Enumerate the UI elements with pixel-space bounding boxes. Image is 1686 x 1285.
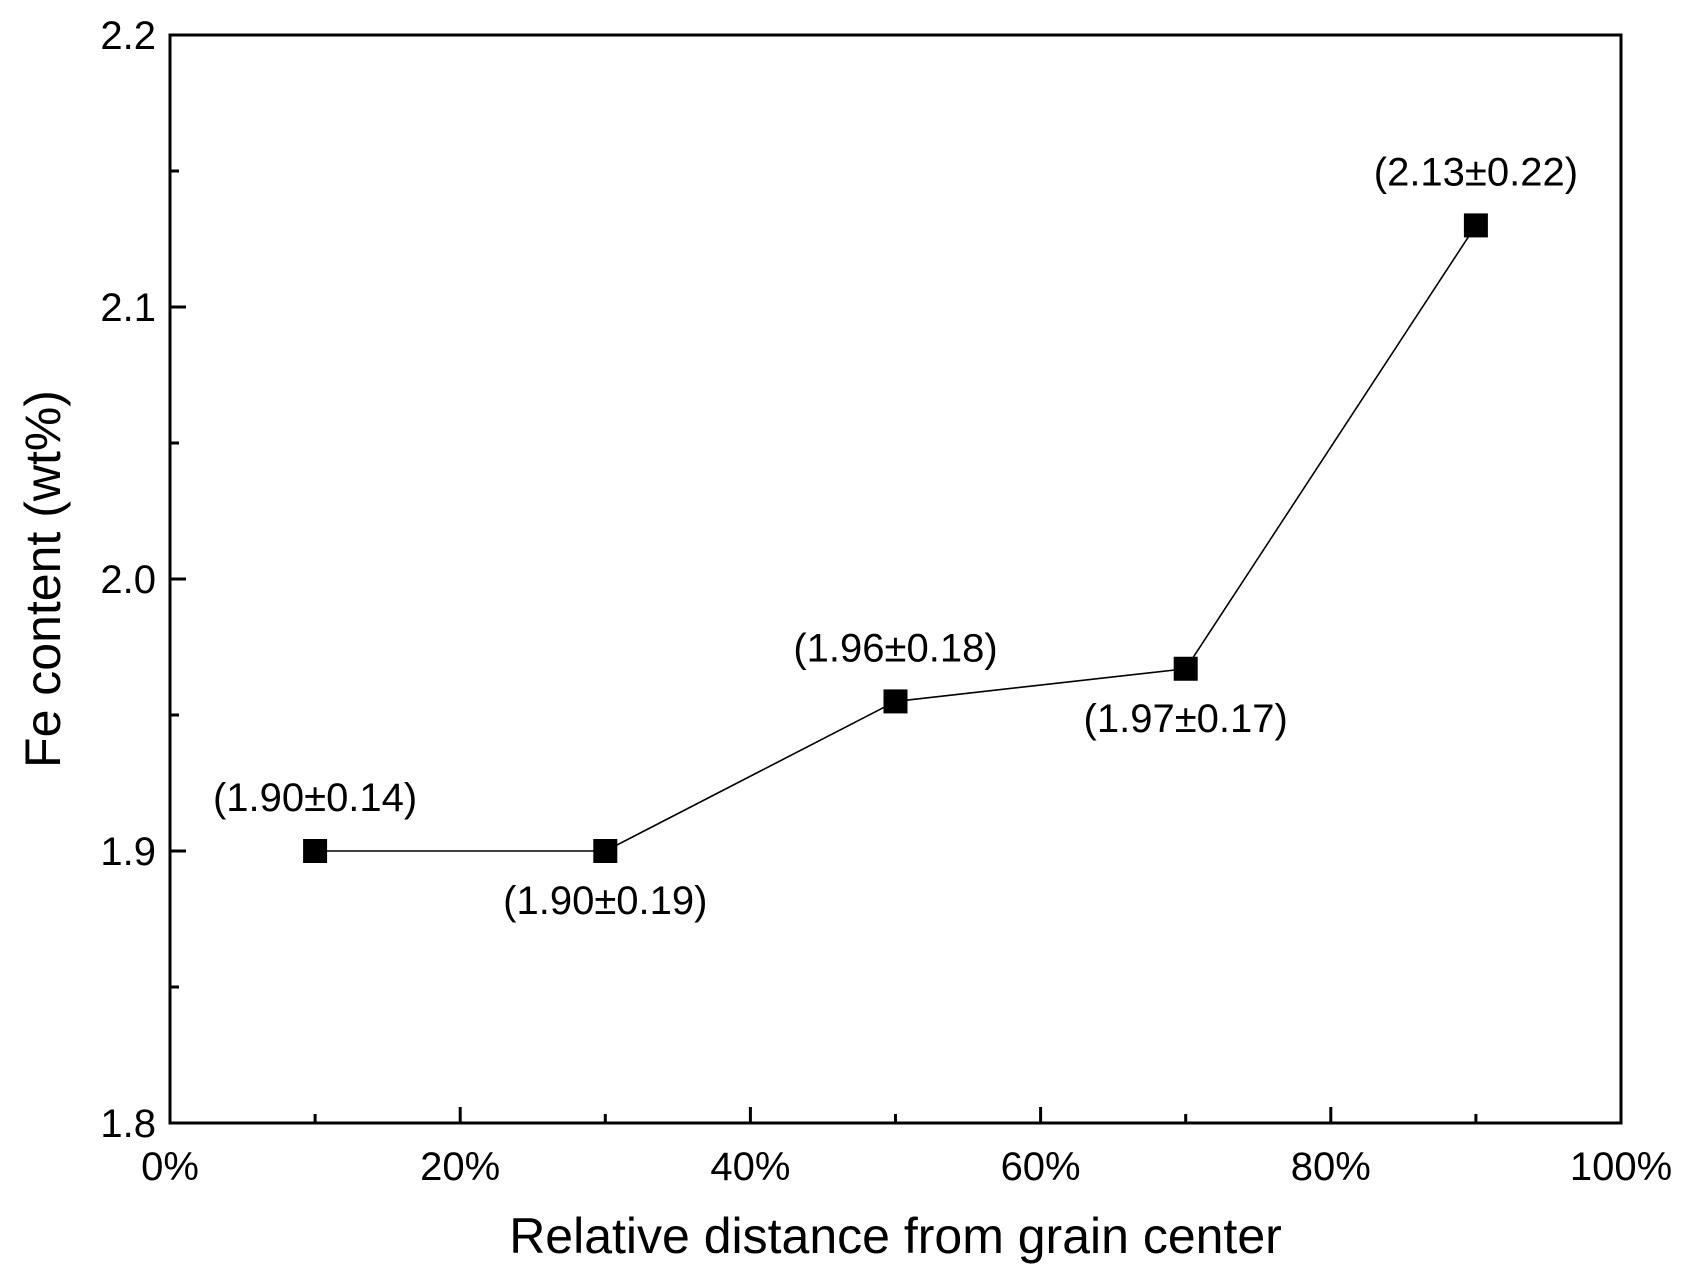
- data-point-label: (1.97±0.17): [1084, 697, 1288, 741]
- series-line: [315, 224, 1477, 852]
- axis-ticks: [168, 33, 1623, 1125]
- data-point-marker: [1463, 213, 1488, 238]
- x-tick-label: 20%: [420, 1145, 500, 1189]
- y-tick-label: 2.1: [100, 286, 156, 330]
- data-labels: (1.90±0.14) (1.90±0.19) (1.96±0.18) (1.97±0…: [213, 150, 1578, 923]
- x-tick-label: 0%: [141, 1145, 199, 1189]
- data-point-label: (1.96±0.18): [793, 626, 997, 670]
- x-tick-label: 80%: [1291, 1145, 1371, 1189]
- y-axis-title: Fe content (wt%): [15, 390, 71, 768]
- axis-tick-labels: 0% 20% 40% 60% 80% 100% 1.8 1.9 2.0 2.1 2.2: [100, 14, 1672, 1189]
- y-tick-label: 2.2: [100, 14, 156, 58]
- data-point-marker: [883, 689, 908, 714]
- data-point-marker: [1173, 656, 1198, 681]
- data-point-label: (1.90±0.19): [503, 879, 707, 923]
- data-point-label: (1.90±0.14): [213, 776, 417, 820]
- data-series: [303, 213, 1488, 863]
- data-point-label: (2.13±0.22): [1374, 150, 1578, 194]
- x-tick-label: 40%: [710, 1145, 790, 1189]
- x-axis-title: Relative distance from grain center: [509, 1208, 1282, 1264]
- y-tick-label: 1.8: [100, 1102, 156, 1146]
- y-tick-label: 1.9: [100, 830, 156, 874]
- y-tick-label: 2.0: [100, 558, 156, 602]
- x-tick-label: 60%: [1001, 1145, 1081, 1189]
- plot-area-frame: [168, 33, 1623, 1125]
- data-point-marker: [593, 839, 618, 863]
- data-point-marker: [303, 839, 328, 863]
- x-tick-label: 100%: [1570, 1145, 1672, 1189]
